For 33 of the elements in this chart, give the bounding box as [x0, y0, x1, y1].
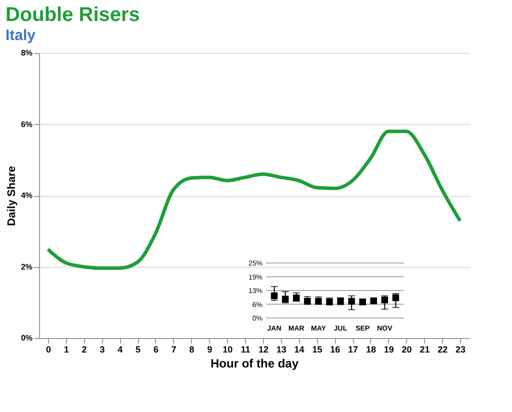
y-axis-title: Daily Share [6, 166, 18, 226]
x-tick-label: 13 [276, 344, 286, 354]
x-tick-label: 2 [82, 344, 87, 354]
x-tick-label: 9 [207, 344, 212, 354]
y-tick-label: 0% [20, 334, 32, 342]
x-tick-label: 0 [46, 344, 51, 354]
y-tick-label: 8% [20, 48, 32, 58]
x-tick-label: 12 [258, 344, 268, 354]
x-tick-label: 19 [384, 344, 394, 354]
x-tick-label: 1 [64, 344, 69, 354]
x-tick-label: 7 [171, 344, 176, 354]
x-tick-label: 5 [136, 344, 141, 354]
x-tick-label: 18 [366, 344, 376, 354]
x-tick-label: 10 [222, 344, 233, 354]
x-tick-label: 11 [240, 344, 250, 354]
y-tick-label: 6% [20, 120, 32, 129]
x-tick-label: 20 [402, 344, 412, 354]
x-tick-label: 6 [153, 344, 158, 354]
x-tick-label: 16 [330, 344, 340, 354]
x-tick-label: 4 [118, 344, 123, 354]
chart-title: Double Risers [5, 4, 140, 26]
x-tick-label: 23 [456, 344, 466, 354]
y-tick-label: 2% [20, 262, 32, 272]
x-tick-label: 3 [100, 344, 105, 354]
y-tick-label: 4% [20, 191, 32, 200]
x-axis-title: Hour of the day [210, 356, 299, 370]
x-tick-label: 8 [189, 344, 194, 354]
x-tick-label: 14 [294, 344, 304, 354]
x-tick-label: 22 [438, 344, 448, 354]
chart-subtitle: Italy [5, 27, 36, 44]
x-tick-label: 17 [348, 344, 358, 354]
x-tick-label: 15 [312, 344, 322, 354]
x-tick-label: 21 [420, 344, 430, 354]
